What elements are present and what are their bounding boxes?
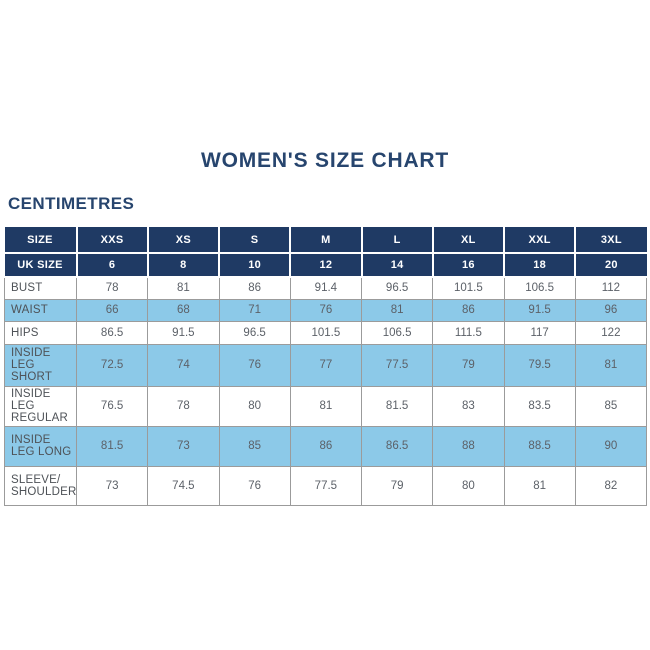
value-cell: 81 — [574, 343, 648, 387]
table-head: SIZE XXS XS S M L XL XXL 3XL UK SIZE 6 8 10 12 14 16 18 2… — [4, 227, 647, 278]
value-cell: 76 — [218, 465, 291, 506]
value-cell: 78 — [75, 276, 149, 300]
value-cell: 80 — [218, 385, 291, 427]
table-row: BUST 78 81 86 91.4 96.5 101.5 106.5 112 — [4, 276, 648, 300]
value-cell: 96.5 — [218, 320, 291, 345]
value-cell: 96 — [574, 298, 648, 322]
row-label: INSIDE LEG SHORT — [4, 343, 77, 387]
table-body: BUST 78 81 86 91.4 96.5 101.5 106.5 112 WAIST 66 68… — [4, 276, 648, 506]
table-row: HIPS 86.5 91.5 96.5 101.5 106.5 111.5 117 122 — [4, 320, 648, 345]
header-cell: 3XL — [574, 227, 647, 254]
value-cell: 85 — [218, 425, 291, 467]
value-cell: 101.5 — [289, 320, 363, 345]
value-cell: 85 — [574, 385, 648, 427]
table-row: SLEEVE/ SHOULDER 73 74.5 76 77.5 79 80 81 82 — [4, 465, 648, 506]
value-cell: 90 — [574, 425, 648, 467]
page-title: WOMEN'S SIZE CHART — [200, 149, 450, 172]
value-cell: 81 — [147, 276, 220, 300]
header-cell: S — [217, 227, 292, 254]
value-cell: 101.5 — [432, 276, 505, 300]
value-cell: 82 — [574, 465, 648, 506]
value-cell: 96.5 — [360, 276, 434, 300]
table-row: WAIST 66 68 71 76 81 86 91.5 96 — [4, 298, 648, 322]
value-cell: 76 — [218, 343, 291, 387]
value-cell: 86 — [218, 276, 291, 300]
value-cell: 88 — [432, 425, 505, 467]
header-cell: 14 — [360, 252, 434, 278]
header-cell: 20 — [574, 252, 647, 278]
unit-label: CENTIMETRES — [8, 194, 135, 213]
header-cell: L — [360, 227, 434, 254]
value-cell: 77.5 — [360, 343, 434, 387]
value-cell: 71 — [218, 298, 291, 322]
row-label: SLEEVE/ SHOULDER — [4, 465, 77, 506]
table-row: INSIDE LEG REGULAR 76.5 78 80 81 81.5 83 83.5 85 — [4, 385, 648, 427]
value-cell: 66 — [75, 298, 149, 322]
value-cell: 86 — [289, 425, 363, 467]
value-cell: 76 — [289, 298, 363, 322]
row-label: BUST — [4, 276, 77, 300]
value-cell: 106.5 — [360, 320, 434, 345]
header-cell: 12 — [289, 252, 363, 278]
value-cell: 106.5 — [503, 276, 576, 300]
value-cell: 79.5 — [503, 343, 576, 387]
value-cell: 76.5 — [75, 385, 149, 427]
value-cell: 81 — [503, 465, 576, 506]
table-row: INSIDE LEG SHORT 72.5 74 76 77 77.5 79 79.5 81 — [4, 343, 648, 387]
size-table: SIZE XXS XS S M L XL XXL 3XL UK SIZE 6 8 10 12 14 16 18 2… — [4, 227, 648, 506]
value-cell: 79 — [432, 343, 505, 387]
header-cell: XS — [146, 227, 221, 254]
value-cell: 78 — [147, 385, 220, 427]
value-cell: 111.5 — [432, 320, 505, 345]
row-label: WAIST — [4, 298, 77, 322]
value-cell: 77.5 — [289, 465, 363, 506]
header-cell: 6 — [75, 252, 149, 278]
value-cell: 83 — [432, 385, 505, 427]
value-cell: 86.5 — [360, 425, 434, 467]
header-cell: XXL — [502, 227, 577, 254]
value-cell: 81.5 — [360, 385, 434, 427]
row-label: HIPS — [4, 320, 77, 345]
table-row: INSIDE LEG LONG 81.5 73 85 86 86.5 88 88.5 90 — [4, 425, 648, 467]
header-row-label: UK SIZE — [4, 252, 78, 278]
value-cell: 68 — [147, 298, 220, 322]
value-cell: 88.5 — [503, 425, 576, 467]
row-label: INSIDE LEG REGULAR — [4, 385, 77, 427]
value-cell: 112 — [574, 276, 648, 300]
row-label: INSIDE LEG LONG — [4, 425, 77, 467]
header-cell: 16 — [431, 252, 506, 278]
value-cell: 83.5 — [503, 385, 576, 427]
header-cell: 18 — [502, 252, 577, 278]
header-row-label: SIZE — [4, 227, 78, 254]
header-cell: M — [289, 227, 363, 254]
header-cell: 10 — [217, 252, 292, 278]
header-cell: 8 — [146, 252, 221, 278]
value-cell: 91.5 — [147, 320, 220, 345]
value-cell: 80 — [432, 465, 505, 506]
value-cell: 77 — [289, 343, 363, 387]
header-cell: XXS — [75, 227, 149, 254]
value-cell: 72.5 — [75, 343, 149, 387]
value-cell: 81.5 — [75, 425, 149, 467]
value-cell: 73 — [75, 465, 149, 506]
value-cell: 79 — [360, 465, 434, 506]
value-cell: 81 — [360, 298, 434, 322]
value-cell: 122 — [574, 320, 648, 345]
value-cell: 86 — [432, 298, 505, 322]
header-row: UK SIZE 6 8 10 12 14 16 18 20 — [4, 252, 647, 278]
value-cell: 74.5 — [147, 465, 220, 506]
header-row: SIZE XXS XS S M L XL XXL 3XL — [4, 227, 647, 254]
value-cell: 91.4 — [289, 276, 363, 300]
value-cell: 74 — [147, 343, 220, 387]
value-cell: 117 — [503, 320, 576, 345]
header-cell: XL — [431, 227, 506, 254]
value-cell: 81 — [289, 385, 363, 427]
value-cell: 86.5 — [75, 320, 149, 345]
value-cell: 91.5 — [503, 298, 576, 322]
value-cell: 73 — [147, 425, 220, 467]
